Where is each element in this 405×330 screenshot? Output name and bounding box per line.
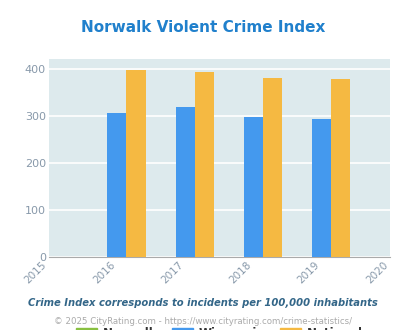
Bar [311,119,330,257]
Bar [194,72,213,257]
Bar [262,78,281,257]
Bar [243,117,262,257]
Bar [175,107,194,257]
Bar [107,113,126,257]
Text: © 2025 CityRating.com - https://www.cityrating.com/crime-statistics/: © 2025 CityRating.com - https://www.city… [54,317,351,326]
Text: Crime Index corresponds to incidents per 100,000 inhabitants: Crime Index corresponds to incidents per… [28,298,377,308]
Legend: Norwalk, Wisconsin, National: Norwalk, Wisconsin, National [71,323,367,330]
Bar [330,79,350,257]
Text: Norwalk Violent Crime Index: Norwalk Violent Crime Index [81,20,324,35]
Bar [126,70,145,257]
